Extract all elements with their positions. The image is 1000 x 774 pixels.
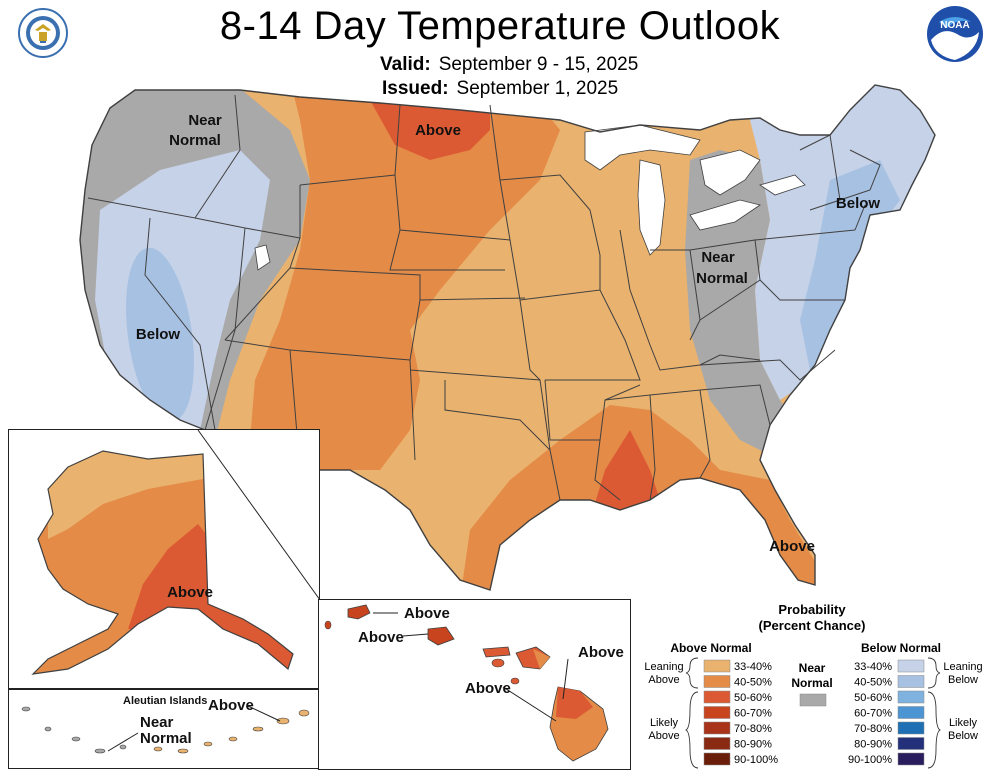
label-above-north: Above [415, 122, 461, 139]
aleutian-islands-west [21, 706, 127, 754]
label-aleutian-near-normal-1: Near [140, 714, 174, 731]
legend-below-bin-label-0: 33-40% [854, 661, 892, 673]
legend-above-bin-label-4: 70-80% [734, 723, 772, 735]
commerce-seal-icon [18, 8, 68, 58]
legend-near-2: Normal [791, 676, 832, 690]
legend-below-bin-label-5: 80-90% [854, 739, 892, 751]
valid-label: Valid: [380, 54, 431, 75]
hawaii-oahu [427, 626, 455, 646]
valid-date-line: Valid: September 9 - 15, 2025 [380, 54, 638, 76]
legend-below-bin-swatch-5 [897, 737, 925, 750]
legend-leaning-below-2: Below [948, 674, 978, 686]
legend-likely-above-1: Likely [650, 717, 679, 729]
legend-below-bins: 33-40% 40-50% 50-60% 60-70% 70-80% 80-90% 90-1… [848, 659, 925, 766]
legend-below-header: Below Normal [861, 641, 941, 655]
legend-above-bin-swatch-3 [703, 706, 731, 719]
legend-near-1: Near [799, 661, 826, 675]
legend-below-bin-swatch-6 [897, 752, 925, 766]
legend-title-1: Probability [778, 602, 846, 617]
legend-above-bin-swatch-6 [703, 752, 731, 766]
legend-likely-below-2: Below [948, 730, 978, 742]
legend-above-bin-label-5: 80-90% [734, 739, 772, 751]
legend-below-bin-swatch-3 [897, 706, 925, 719]
legend-above-header: Above Normal [670, 641, 751, 655]
label-aleutian-title: Aleutian Islands [123, 695, 207, 707]
label-hawaii-above-1: Above [404, 605, 450, 622]
great-lakes [254, 124, 806, 271]
alaska-outline [31, 450, 294, 675]
legend-below-bin-label-4: 70-80% [854, 723, 892, 735]
valid-value: September 9 - 15, 2025 [438, 54, 639, 75]
legend-below-bin-label-3: 60-70% [854, 708, 892, 720]
legend-below-bin-swatch-4 [897, 721, 925, 735]
legend-above-bin-swatch-2 [703, 690, 731, 704]
conus-below-east-core [800, 160, 900, 370]
legend-near-swatch [799, 693, 827, 707]
conus-above-north-core [370, 100, 490, 160]
legend-above-bin-swatch-4 [703, 721, 731, 735]
legend-above-bin-label-2: 50-60% [734, 692, 772, 704]
legend-above-bin-label-1: 40-50% [734, 677, 772, 689]
legend-below-bin-label-1: 40-50% [854, 677, 892, 689]
conus-below-west-core [126, 247, 194, 423]
aleutian-inset: Aleutian Islands Near Normal Above [8, 689, 320, 769]
legend-above-bin-swatch-5 [703, 737, 731, 750]
legend-leaning-above-2: Above [648, 674, 679, 686]
label-alaska-above: Above [167, 584, 213, 601]
label-hawaii-above-2: Above [358, 629, 404, 646]
legend-brace-likely-below [927, 691, 942, 769]
legend-brace-leaning-above [685, 657, 699, 689]
legend-likely-above-2: Above [648, 730, 679, 742]
alaska-above-core [128, 524, 218, 629]
legend-below-bin-swatch-2 [897, 690, 925, 704]
label-hawaii-above-4: Above [578, 644, 624, 661]
legend-above-bin-swatch-0 [703, 659, 731, 673]
label-near-normal-west-1: Near [188, 112, 222, 129]
legend-below-bin-label-6: 90-100% [848, 754, 892, 766]
noaa-logo-icon: NOAA [927, 6, 983, 62]
issued-value: September 1, 2025 [456, 78, 619, 99]
probability-legend: Probability (Percent Chance) Above Norma… [644, 602, 983, 769]
page-title: 8-14 Day Temperature Outlook [219, 4, 781, 48]
label-near-normal-west-2: Normal [169, 132, 221, 149]
legend-below-bin-swatch-1 [897, 675, 925, 688]
label-below-northeast: Below [836, 195, 881, 212]
label-hawaii-above-3: Above [465, 680, 511, 697]
hawaii-molokai [482, 646, 511, 658]
legend-brace-leaning-below [927, 657, 941, 689]
issued-date-line: Issued: September 1, 2025 [382, 78, 618, 100]
alaska-lean-above [48, 451, 208, 539]
legend-above-bin-label-6: 90-100% [734, 754, 778, 766]
noaa-logo-text: NOAA [940, 20, 969, 31]
legend-below-bin-label-2: 50-60% [854, 692, 892, 704]
label-aleutian-near-normal-2: Normal [140, 730, 192, 747]
legend-below-bin-swatch-0 [897, 659, 925, 673]
legend-leaning-above-1: Leaning [644, 661, 683, 673]
label-aleutian-above: Above [208, 697, 254, 714]
alaska-inset: Above [8, 429, 320, 689]
legend-above-bins: 33-40% 40-50% 50-60% 60-70% 70-80% 80-90% 90-1… [703, 659, 778, 766]
issued-label: Issued: [382, 78, 449, 99]
label-near-normal-east-1: Near [701, 249, 735, 266]
aleutian-islands-east [153, 709, 310, 754]
conus-above-gulf-core [590, 430, 660, 525]
legend-above-bin-label-3: 60-70% [734, 708, 772, 720]
legend-brace-likely-above [684, 691, 699, 769]
hawaii-kauai [347, 604, 371, 620]
legend-leaning-below-1: Leaning [943, 661, 982, 673]
conus-above-central [250, 85, 560, 470]
legend-likely-below-1: Likely [949, 717, 978, 729]
label-below-west: Below [136, 326, 181, 343]
legend-above-bin-swatch-1 [703, 675, 731, 688]
legend-above-bin-label-0: 33-40% [734, 661, 772, 673]
hawaii-inset: Above Above Above Above [318, 599, 631, 770]
label-near-normal-east-2: Normal [696, 270, 748, 287]
legend-title-2: (Percent Chance) [759, 618, 866, 633]
conus-labels: Near Normal Above Below Near Normal Belo… [136, 112, 881, 555]
label-above-florida: Above [769, 538, 815, 555]
